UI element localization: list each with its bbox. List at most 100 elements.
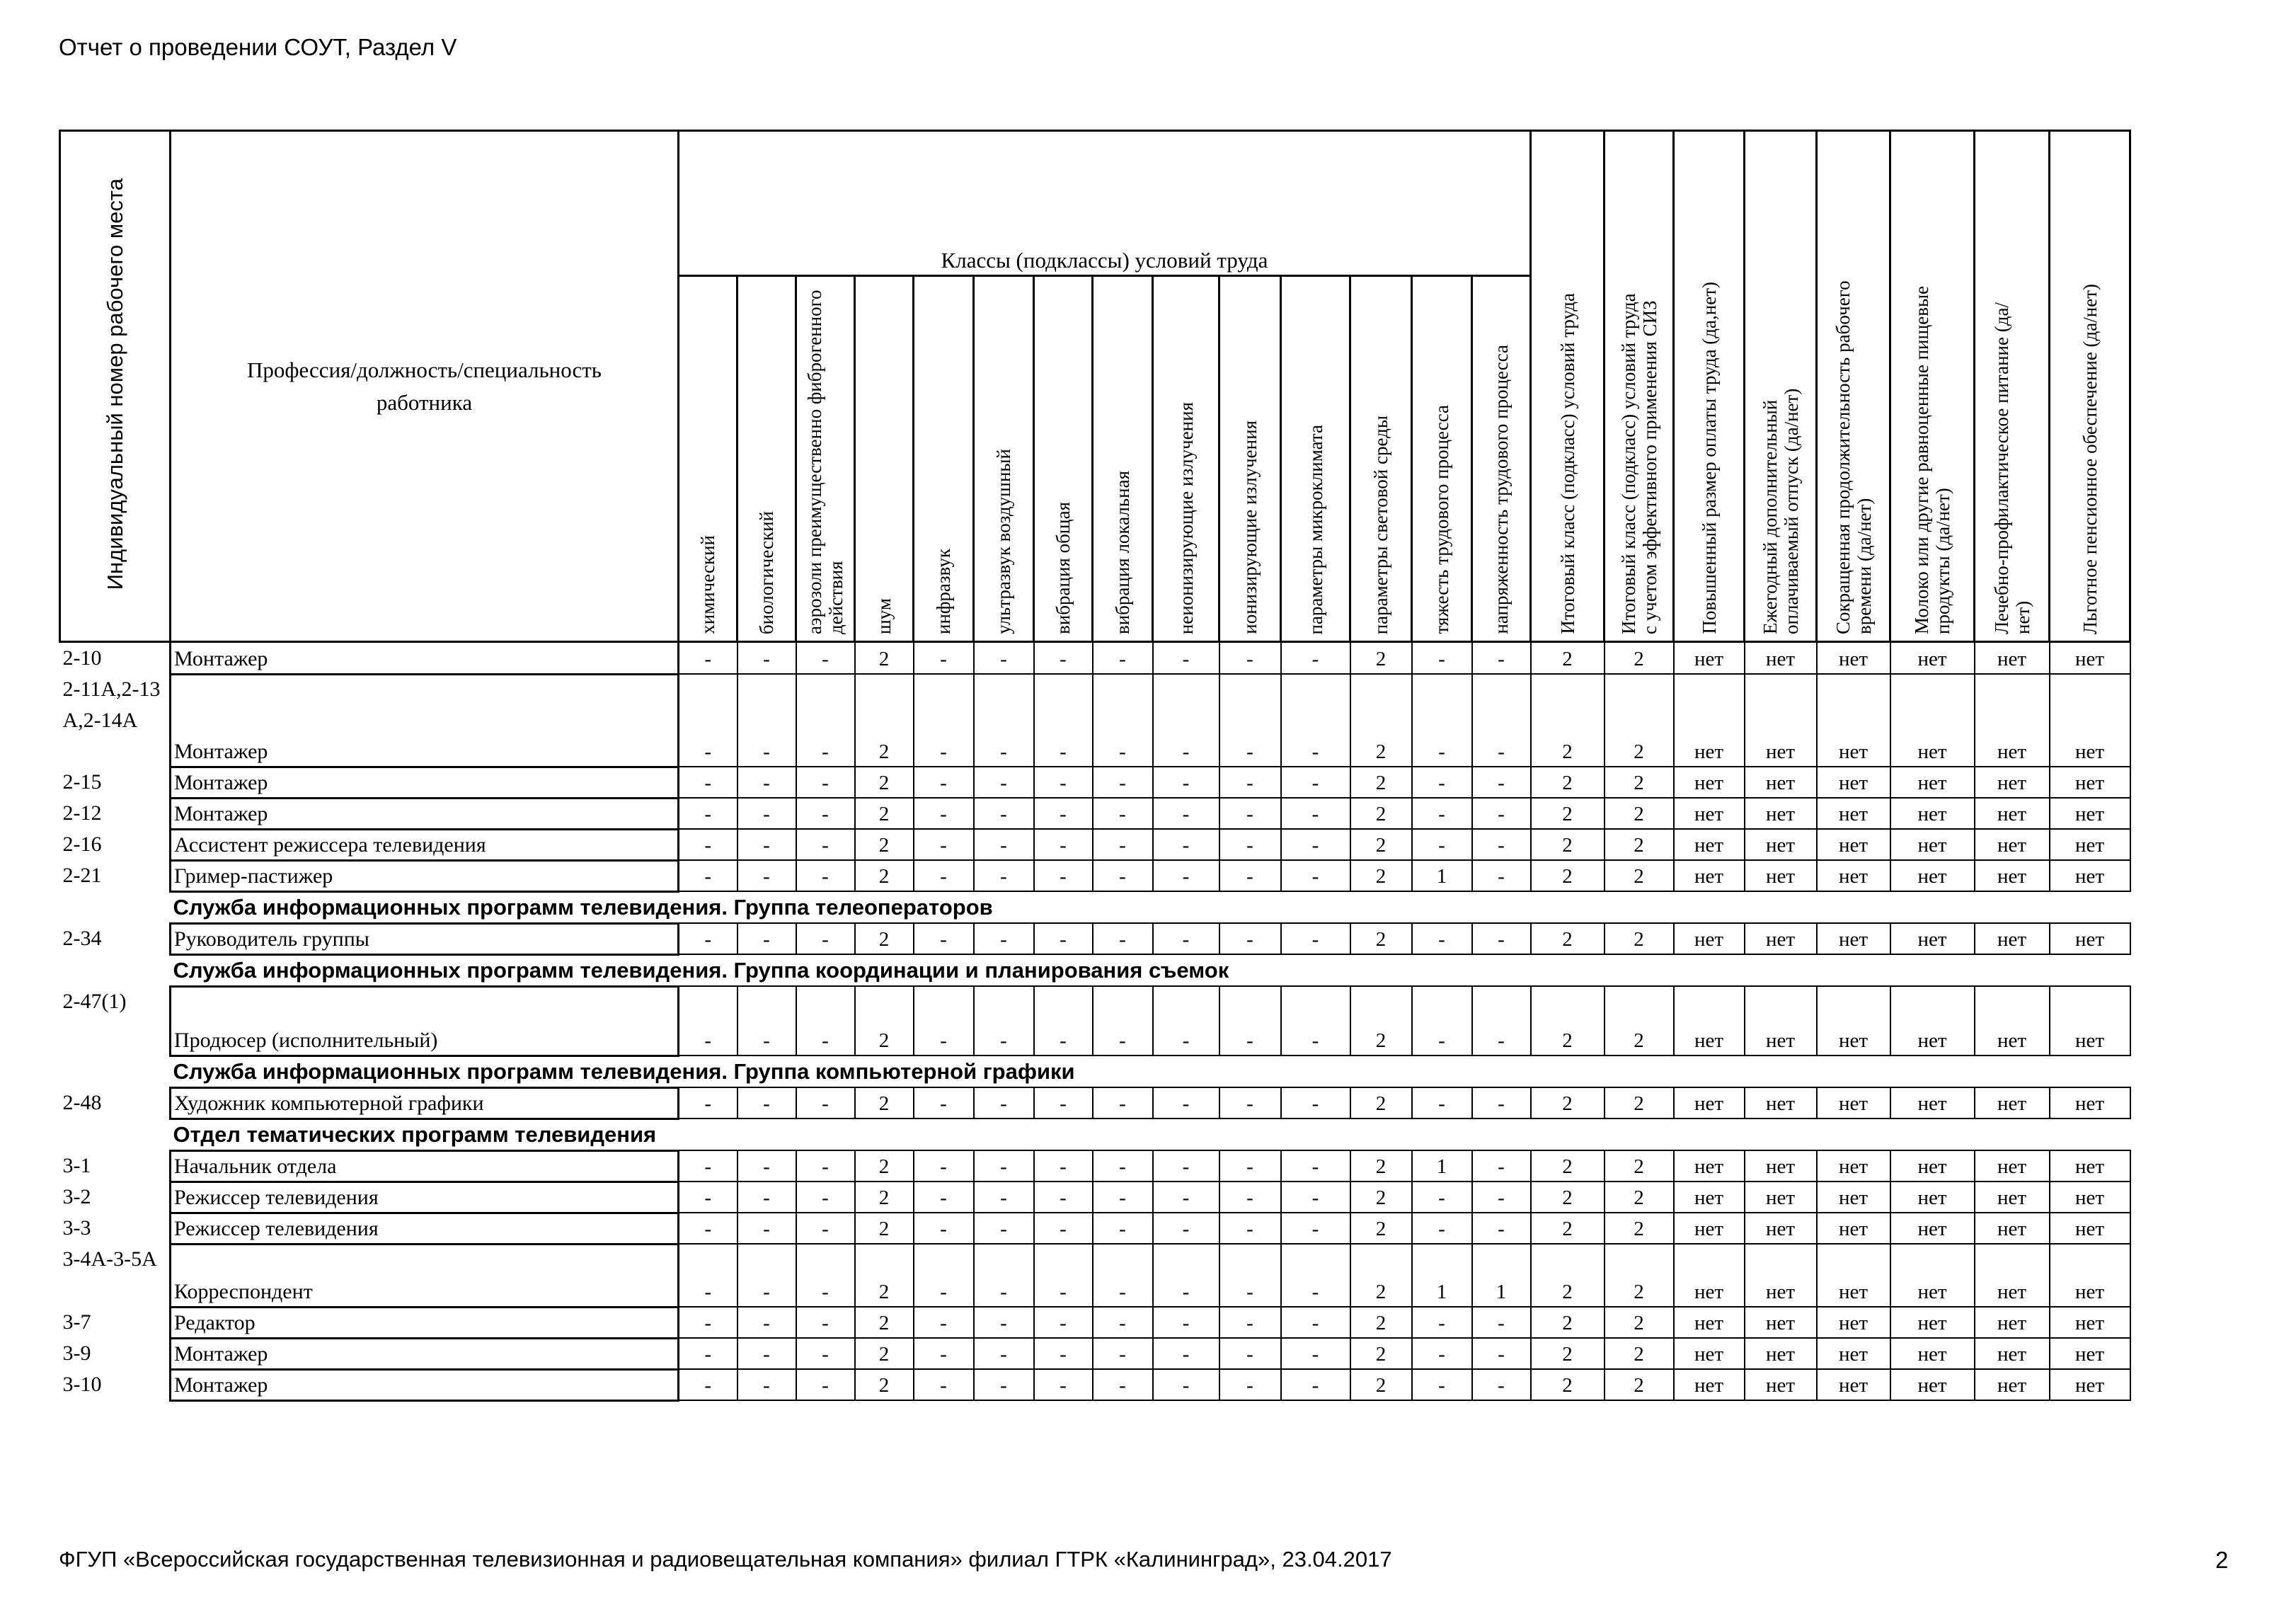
factor-class: 2 xyxy=(1349,985,1413,1056)
final-value: нет xyxy=(1672,828,1745,861)
factor-class: 2 xyxy=(854,1337,914,1370)
final-value: нет xyxy=(1889,922,1975,955)
final-value: 2 xyxy=(1603,673,1675,767)
factor-class: - xyxy=(1280,673,1351,767)
workplace-id: 2-15 xyxy=(62,770,102,794)
factor-class: - xyxy=(1033,641,1094,675)
final-value: нет xyxy=(1743,1306,1818,1339)
factor-class: - xyxy=(972,985,1035,1056)
header-factor: неионизирующие излучения xyxy=(1152,275,1220,643)
final-value: 2 xyxy=(1529,1337,1605,1370)
final-value: нет xyxy=(1973,859,2050,892)
final-value: нет xyxy=(1889,859,1975,892)
profession: Ассистент режиссера телевидения xyxy=(169,828,679,862)
section-title: Отдел тематических программ телевидения xyxy=(173,1121,657,1147)
factor-class: - xyxy=(1280,766,1351,799)
factor-class: 2 xyxy=(1349,1150,1413,1182)
final-value: нет xyxy=(1815,922,1891,955)
header-final-col: Льготное пенсионное обеспечение (да/нет) xyxy=(2048,130,2131,643)
final-value: нет xyxy=(1815,1368,1891,1401)
final-value: нет xyxy=(2048,828,2131,861)
factor-class: - xyxy=(736,1306,797,1339)
factor-class: - xyxy=(795,641,856,675)
final-value: нет xyxy=(1815,673,1891,767)
factor-class: - xyxy=(795,922,856,955)
section-row: Служба информационных программ телевиден… xyxy=(60,954,2130,986)
profession: Монтажер xyxy=(169,1337,679,1371)
final-value: 2 xyxy=(1603,828,1675,861)
header-factor-label: шум xyxy=(873,597,895,634)
factor-class: - xyxy=(912,985,975,1056)
header-factor: параметры световой среды xyxy=(1349,275,1413,643)
factor-class: - xyxy=(1218,1212,1282,1245)
final-value: 2 xyxy=(1529,1087,1605,1119)
factor-class: - xyxy=(1411,766,1473,799)
factor-class: - xyxy=(795,985,856,1056)
table-row: 2-47(1) Продюсер (исполнительный) - - -2- - - -… xyxy=(60,985,2131,1057)
table-row: 3-7 Редактор - - -2- - - - - - -2- -2 2 нет нет нет нет н… xyxy=(60,1305,2131,1339)
final-value: нет xyxy=(1889,1243,1975,1308)
final-value: нет xyxy=(1973,1087,2050,1119)
factor-class: - xyxy=(1218,797,1282,830)
factor-class: - xyxy=(1152,828,1220,861)
final-value: нет xyxy=(1815,1243,1891,1308)
factor-class: - xyxy=(1218,1306,1282,1339)
factor-class: - xyxy=(1471,1368,1532,1401)
factor-class: - xyxy=(795,1306,856,1339)
final-value: 2 xyxy=(1603,641,1675,675)
table-row: 3-2 Режиссер телевидения - - -2- - - - - - -2- -2 2 н… xyxy=(60,1180,2131,1214)
final-value: нет xyxy=(2048,1181,2131,1213)
header-factor: вибрация общая xyxy=(1033,275,1094,643)
final-value: нет xyxy=(1672,1306,1745,1339)
final-value: 2 xyxy=(1603,985,1675,1056)
header-factor: аэрозоли преимущественно фиброгенного де… xyxy=(795,275,856,643)
factor-class: - xyxy=(795,828,856,861)
factor-class: - xyxy=(972,641,1035,675)
factor-class: - xyxy=(1280,985,1351,1056)
final-value: нет xyxy=(1672,922,1745,955)
factor-class: - xyxy=(677,859,738,892)
header-profession-label: Профессия/должность/специальность работн… xyxy=(247,357,602,415)
table-row: 3-10 Монтажер - - -2- - - - - - -2- -2 2 нет нет нет нет… xyxy=(60,1368,2131,1402)
factor-class: - xyxy=(912,922,975,955)
factor-class: - xyxy=(1033,673,1094,767)
factor-class: - xyxy=(1280,922,1351,955)
factor-class: - xyxy=(1152,859,1220,892)
final-value: нет xyxy=(1743,1337,1818,1370)
factor-class: - xyxy=(1218,1243,1282,1308)
profession: Монтажер xyxy=(169,796,679,830)
factor-class: 1 xyxy=(1411,859,1473,892)
factor-class: - xyxy=(1218,859,1282,892)
header-final-col: Ежегодный дополнительный оплачиваемый от… xyxy=(1743,130,1818,643)
factor-class: - xyxy=(736,985,797,1056)
factor-class: - xyxy=(1280,641,1351,675)
table-row: 3-1 Начальник отдела - - -2- - - - - - -2 1-2 2 нет не… xyxy=(60,1149,2131,1183)
header-classes-label: Классы (подклассы) условий труда xyxy=(941,248,1268,273)
factor-class: - xyxy=(736,1181,797,1213)
final-value: 2 xyxy=(1603,1087,1675,1119)
factor-class: - xyxy=(912,1150,975,1182)
factor-class: - xyxy=(677,1368,738,1401)
workplace-id: 3-3 xyxy=(62,1216,91,1240)
header-final-col: Лечебно-профилактическое питание (да/нет… xyxy=(1973,130,2050,643)
final-value: нет xyxy=(1672,673,1745,767)
header-factor-label: химический xyxy=(697,535,718,634)
footer-organization: ФГУП «Всероссийская государственная теле… xyxy=(59,1547,1392,1572)
factor-class: 2 xyxy=(854,1150,914,1182)
final-value: 2 xyxy=(1529,1368,1605,1401)
header-final-col-label: Сокращенная продолжительность рабочего в… xyxy=(1832,280,1875,634)
header-factor: биологический xyxy=(736,275,797,643)
final-value: 2 xyxy=(1603,1306,1675,1339)
table-row: 2-11А,2-13А,2-14А Монтажер - - -2- - - - - - -2- -2… xyxy=(60,673,2131,768)
header-factor: тяжесть трудового процесса xyxy=(1411,275,1473,643)
table-row: 3-4А-3-5А Корреспондент - - -2- - - - - - -2 1 1 2 2 не… xyxy=(60,1242,2131,1308)
factor-class: - xyxy=(1033,985,1094,1056)
factor-class: - xyxy=(1033,828,1094,861)
factor-class: 2 xyxy=(1349,1181,1413,1213)
factor-class: - xyxy=(1411,922,1473,955)
header-workplace-id-label: Индивидуальный номер рабочего места xyxy=(102,178,127,590)
final-value: 2 xyxy=(1603,1243,1675,1308)
factor-class: - xyxy=(736,1337,797,1370)
final-value: нет xyxy=(1973,797,2050,830)
factor-class: - xyxy=(972,1150,1035,1182)
